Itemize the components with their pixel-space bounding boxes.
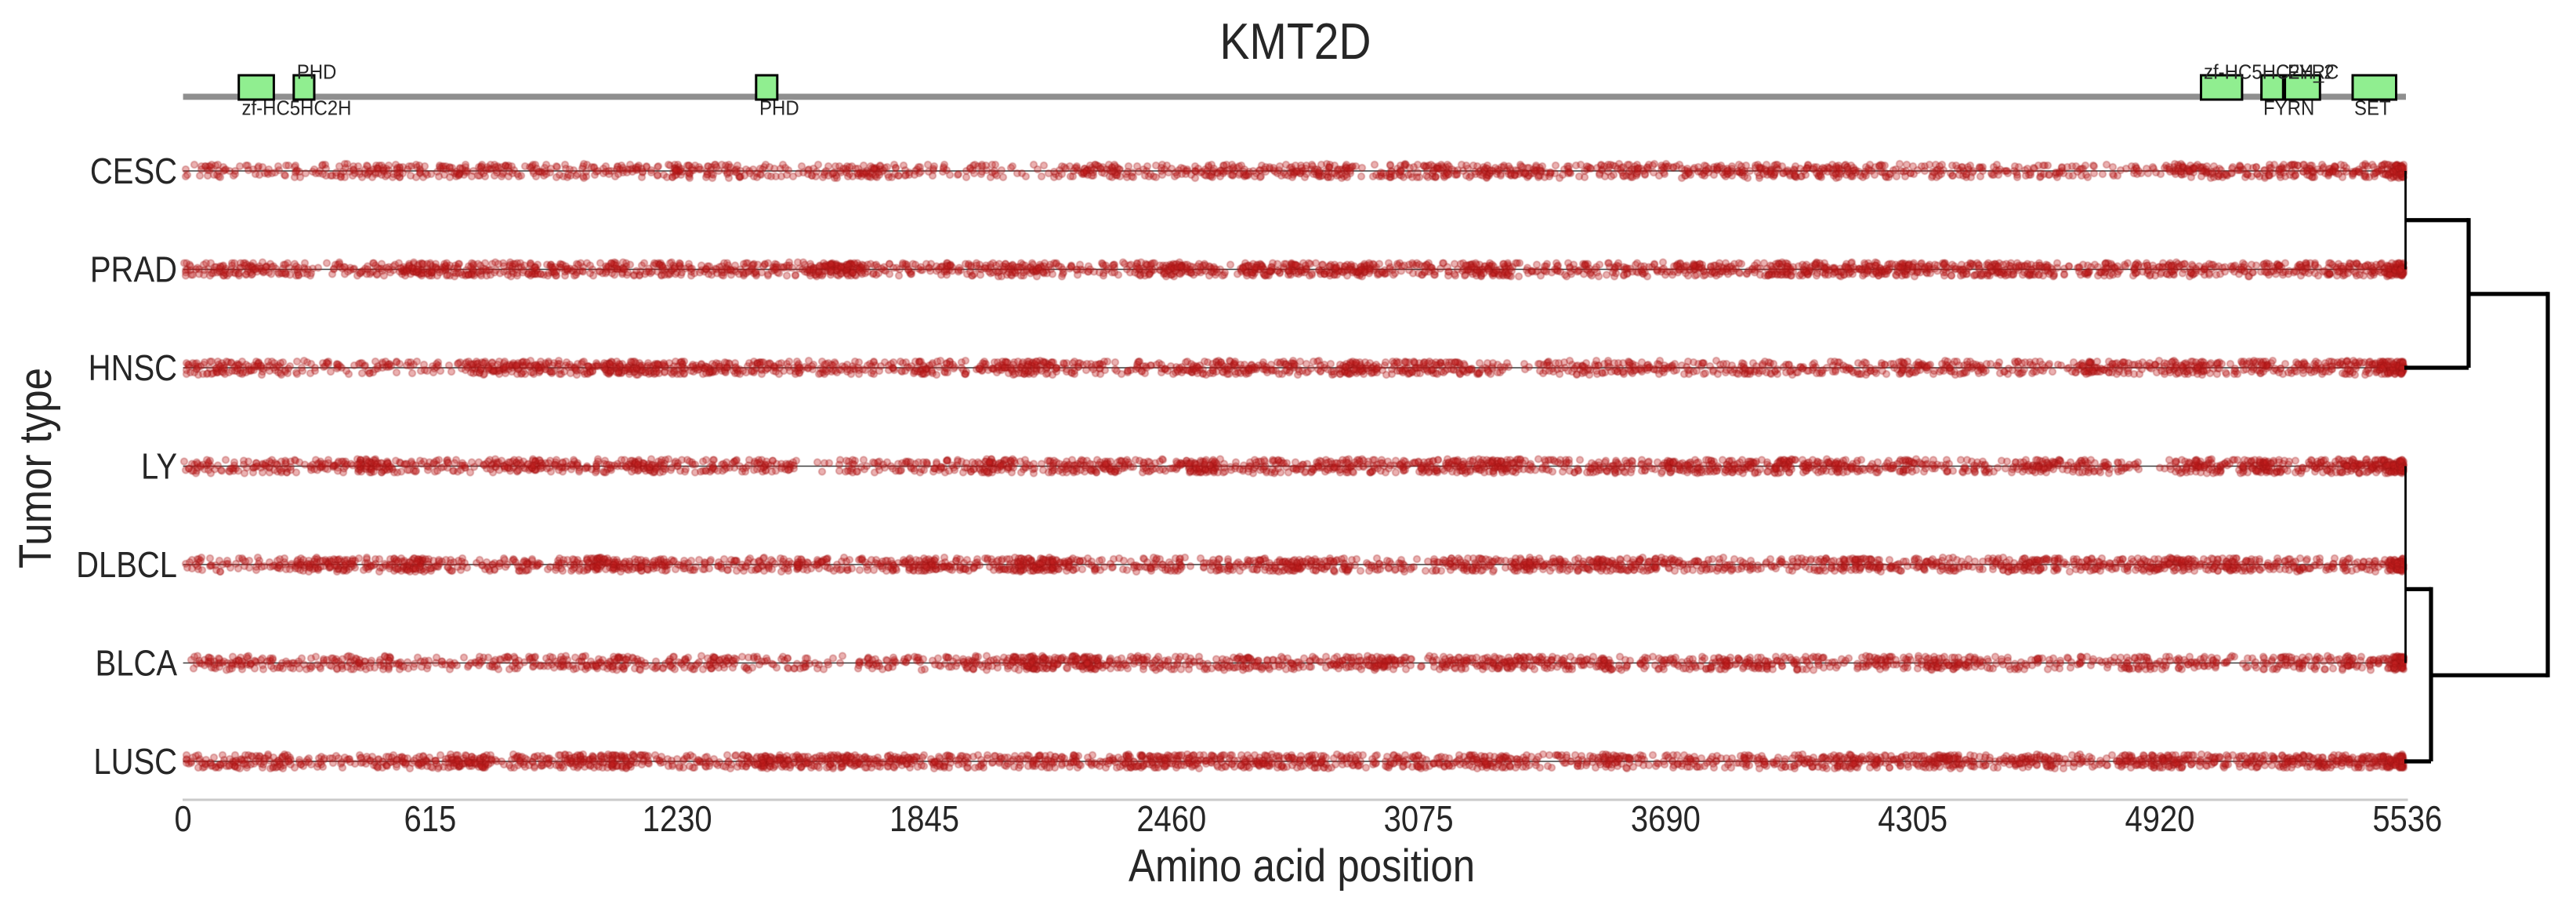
svg-text:0: 0 xyxy=(174,799,191,839)
svg-text:PRAD: PRAD xyxy=(90,250,177,290)
svg-text:zf-HC5HC2H: zf-HC5HC2H xyxy=(242,97,352,120)
svg-text:615: 615 xyxy=(404,799,457,839)
svg-text:Tumor type: Tumor type xyxy=(9,368,61,568)
svg-text:3075: 3075 xyxy=(1384,799,1454,839)
svg-text:LUSC: LUSC xyxy=(93,742,177,782)
svg-text:CESC: CESC xyxy=(90,151,177,191)
svg-text:3690: 3690 xyxy=(1631,799,1701,839)
svg-text:Amino acid position: Amino acid position xyxy=(1129,840,1475,892)
svg-text:HNSC: HNSC xyxy=(89,348,177,388)
svg-text:5536: 5536 xyxy=(2372,799,2442,839)
svg-text:LY: LY xyxy=(141,447,177,487)
svg-text:PHD: PHD xyxy=(297,61,337,84)
svg-text:BLCA: BLCA xyxy=(96,644,178,684)
svg-text:DLBCL: DLBCL xyxy=(76,545,177,585)
svg-text:1230: 1230 xyxy=(643,799,712,839)
svg-text:4305: 4305 xyxy=(1878,799,1947,839)
svg-text:SET: SET xyxy=(2354,97,2391,120)
svg-text:KMT2D: KMT2D xyxy=(1219,13,1371,70)
svg-text:4920: 4920 xyxy=(2125,799,2195,839)
svg-text:FYRC: FYRC xyxy=(2288,61,2339,84)
svg-text:2460: 2460 xyxy=(1136,799,1206,839)
svg-text:FYRN: FYRN xyxy=(2263,97,2314,120)
svg-text:PHD: PHD xyxy=(759,97,799,120)
svg-text:1845: 1845 xyxy=(889,799,959,839)
